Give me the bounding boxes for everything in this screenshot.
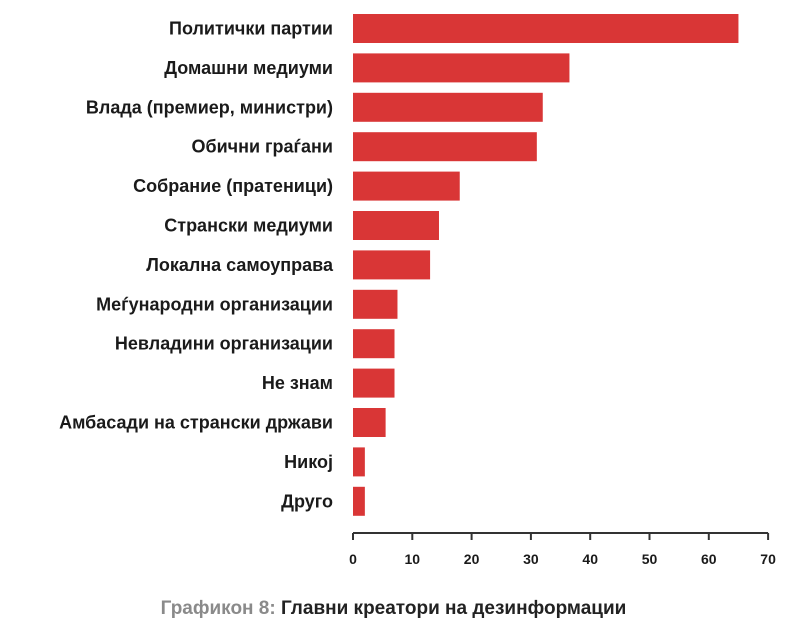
category-label: Влада (премиер, министри) bbox=[86, 97, 333, 117]
category-label: Локална самоуправа bbox=[146, 255, 334, 275]
category-label: Невладини организации bbox=[115, 334, 333, 354]
bar bbox=[353, 171, 460, 201]
bar bbox=[353, 211, 439, 240]
bar bbox=[353, 368, 395, 398]
bar bbox=[353, 289, 398, 319]
x-axis-ticks: 0 10 20 30 40 50 60 70 bbox=[349, 533, 776, 567]
bars bbox=[353, 14, 739, 516]
category-label: Домашни медиуми bbox=[164, 58, 333, 78]
bar bbox=[353, 486, 365, 516]
category-label: Странски медиуми bbox=[164, 216, 333, 236]
caption-prefix: Графикон 8: bbox=[160, 598, 276, 619]
category-label: Амбасади на странски држави bbox=[59, 413, 333, 433]
category-label: Не знам bbox=[262, 373, 333, 393]
category-label: Никој bbox=[284, 452, 333, 472]
bar-chart: Политички партии Домашни медиуми Влада (пр… bbox=[59, 14, 776, 567]
bar bbox=[353, 53, 570, 83]
category-label: Обични граѓани bbox=[191, 137, 333, 157]
x-tick-label: 0 bbox=[349, 551, 357, 567]
x-tick-label: 30 bbox=[523, 551, 539, 567]
bar bbox=[353, 132, 537, 162]
bar bbox=[353, 408, 386, 437]
bar bbox=[353, 14, 739, 43]
x-tick-label: 40 bbox=[582, 551, 598, 567]
category-label: Меѓународни организации bbox=[96, 294, 333, 314]
category-label: Политички партии bbox=[169, 19, 333, 39]
bar bbox=[353, 329, 395, 359]
category-label: Друго bbox=[281, 491, 333, 511]
bar bbox=[353, 447, 365, 477]
x-tick-label: 70 bbox=[760, 551, 776, 567]
category-labels: Политички партии Домашни медиуми Влада (пр… bbox=[59, 19, 334, 512]
x-tick-label: 20 bbox=[464, 551, 480, 567]
caption-title: Главни креатори на дезинформации bbox=[280, 598, 627, 619]
x-tick-label: 60 bbox=[701, 551, 717, 567]
chart-caption: Графикон 8: Главни креатори на дезинформ… bbox=[0, 598, 787, 620]
x-tick-label: 50 bbox=[642, 551, 658, 567]
bar bbox=[353, 250, 431, 280]
category-label: Собрание (пратеници) bbox=[133, 176, 333, 196]
x-tick-label: 10 bbox=[405, 551, 421, 567]
bar bbox=[353, 92, 543, 122]
